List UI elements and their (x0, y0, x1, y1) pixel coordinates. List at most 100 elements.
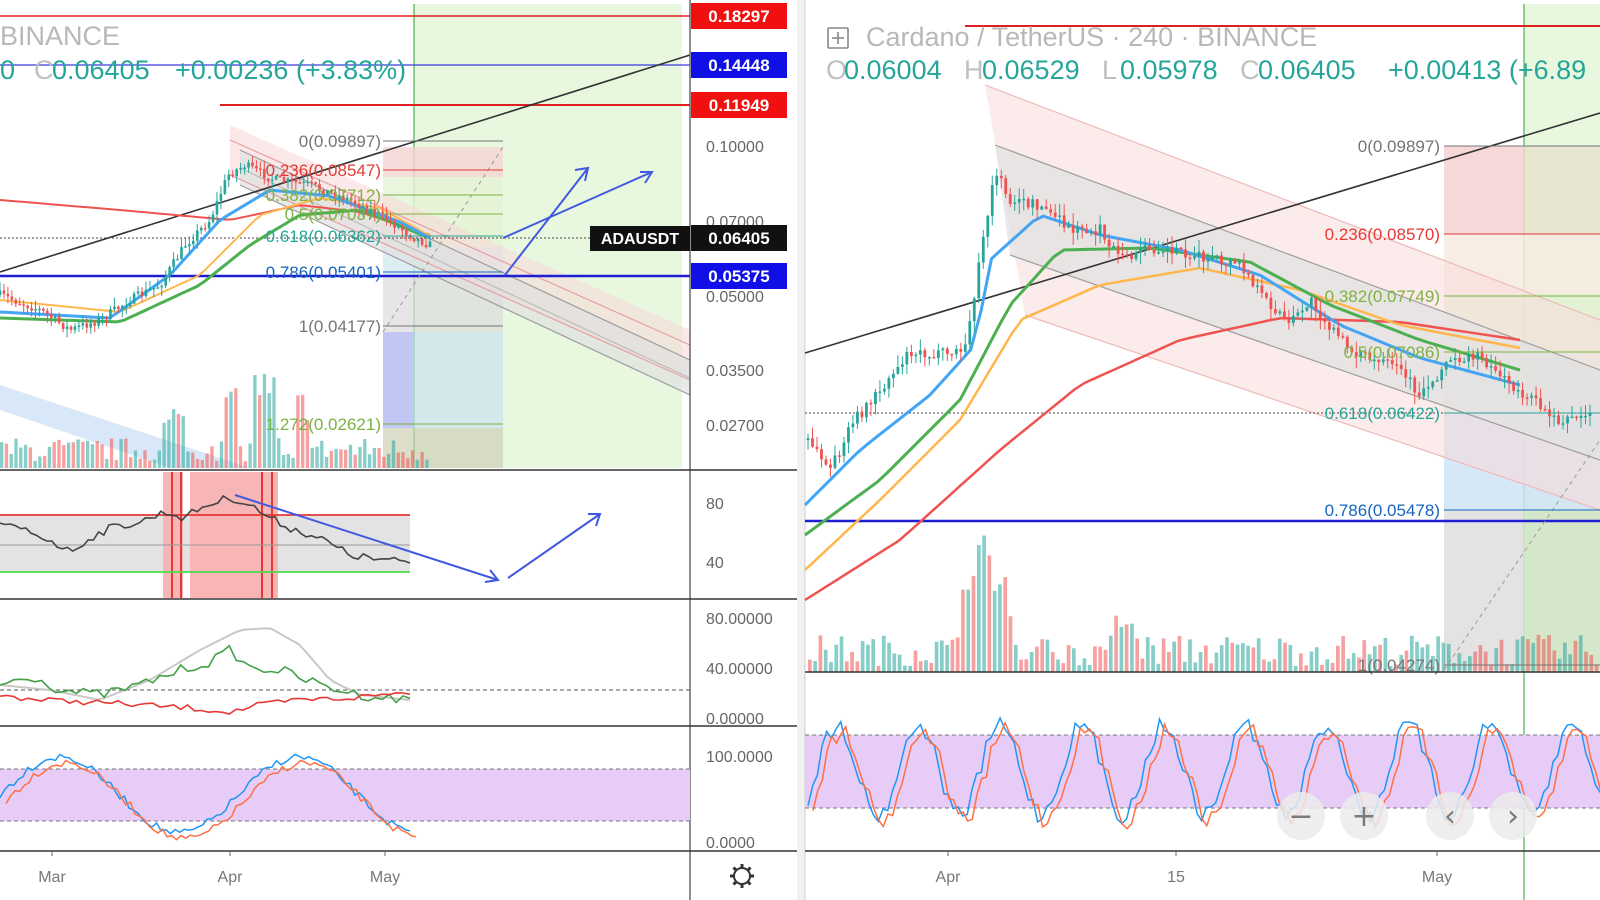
candle (1251, 273, 1255, 288)
candle (981, 229, 985, 269)
candle (1202, 249, 1205, 274)
volume-bar (23, 444, 28, 468)
candle (428, 235, 432, 248)
volume-bar (396, 452, 400, 468)
candle (1498, 360, 1502, 382)
scroll-right-button[interactable]: › (1489, 792, 1537, 840)
candle (842, 436, 846, 463)
fib-label: 0.618(0.06422) (1325, 404, 1440, 423)
candle (136, 285, 140, 296)
candle (1399, 356, 1403, 376)
candle (1435, 375, 1439, 382)
right-fib-labels: 0(0.09897) 0.236(0.08570) 0.382(0.07749) 0.… (1325, 137, 1600, 675)
candle (65, 320, 69, 338)
zoom-out-button[interactable]: − (1277, 792, 1325, 840)
volume-bar (1473, 651, 1477, 672)
volume-bar (1452, 662, 1456, 672)
volume-bar (924, 660, 928, 672)
candle (259, 161, 262, 177)
volume-bar (1035, 646, 1039, 672)
volume-bar (267, 393, 271, 468)
candle (255, 160, 258, 173)
right-channel-lines (984, 84, 1600, 511)
candle (239, 162, 242, 174)
candle (124, 297, 128, 314)
volume-bar (195, 459, 200, 468)
candle (1386, 349, 1390, 369)
candle (132, 291, 136, 305)
channel-line (239, 184, 691, 396)
candle (290, 174, 294, 190)
volume-bar (143, 450, 147, 468)
volume-bar (200, 460, 205, 468)
time-axis-label: May (1422, 869, 1452, 886)
candle (1220, 251, 1223, 273)
candle (856, 406, 859, 429)
volume-bar (1167, 651, 1171, 672)
candle (820, 444, 823, 468)
volume-bar (1494, 648, 1499, 672)
candle (1035, 199, 1039, 220)
volume-bar (1541, 639, 1546, 672)
volume-bar (844, 661, 849, 672)
gear-icon[interactable] (730, 864, 754, 888)
time-axis-label: Mar (38, 869, 66, 886)
fib-label: 1(0.04274) (1358, 656, 1440, 675)
candle (1130, 251, 1133, 264)
candle (891, 369, 895, 388)
volume-bar (315, 446, 319, 468)
volume-bar (243, 461, 248, 468)
candle (1193, 246, 1196, 261)
candle (373, 200, 377, 222)
candle (408, 234, 412, 242)
volume-bar (296, 395, 300, 468)
ohlc-change: +0.00413 (+6.89 (1388, 55, 1586, 85)
right-chart-panel[interactable]: 0(0.09897) 0.236(0.08570) 0.382(0.07749) 0.… (803, 4, 1600, 900)
fib-label: 0.382(0.07712) (266, 186, 381, 205)
candle (1395, 353, 1399, 375)
candle (0, 282, 2, 298)
volume-bar (908, 665, 913, 672)
volume-bar (1003, 577, 1008, 672)
candle (215, 192, 219, 224)
candle (314, 181, 317, 187)
candle (140, 287, 144, 303)
volume-bar (829, 661, 833, 672)
zoom-in-button[interactable]: + (1340, 792, 1388, 840)
volume-bar (286, 454, 291, 468)
volume-bar (1045, 639, 1050, 672)
candle (1166, 237, 1169, 263)
candle (1031, 195, 1035, 216)
candle (1485, 353, 1489, 370)
candle (69, 325, 73, 334)
candle (1516, 379, 1520, 399)
candle (954, 345, 958, 359)
volume-bar (129, 457, 133, 468)
candle (85, 317, 89, 334)
fib-label: 1.272(0.02621) (266, 415, 381, 434)
candle (227, 169, 231, 188)
candle (824, 455, 828, 467)
candle (274, 174, 278, 181)
candle (1507, 371, 1511, 394)
plus-square-icon[interactable] (827, 27, 849, 49)
svg-text:0.06405: 0.06405 (708, 229, 769, 248)
scroll-left-button[interactable]: ‹ (1426, 792, 1474, 840)
candle (887, 375, 891, 398)
candle (266, 178, 270, 188)
candle (1040, 205, 1044, 211)
volume-bar (1008, 616, 1013, 672)
volume-bar (172, 409, 176, 468)
volume-bar (1040, 639, 1045, 672)
left-chart-panel[interactable]: 0(0.09897)0.236(0.08547)0.382(0.07712)0.… (0, 0, 797, 900)
candle (184, 238, 187, 248)
volume-bar (1204, 645, 1208, 672)
candle (806, 433, 810, 450)
left-trendline (0, 54, 691, 273)
candle (1341, 332, 1345, 340)
right-time-axis: Apr 15 May (936, 851, 1452, 886)
candle (278, 175, 282, 178)
candle (923, 347, 927, 367)
volume-bar (86, 440, 90, 468)
